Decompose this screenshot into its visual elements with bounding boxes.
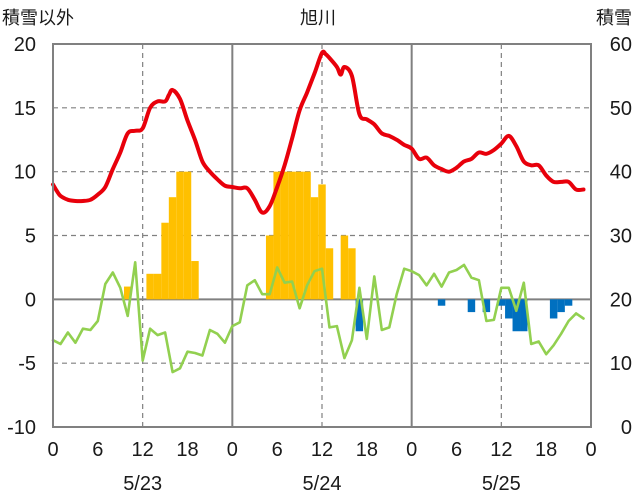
precip-bar <box>295 171 304 300</box>
date-label: 5/24 <box>303 473 342 495</box>
x-tick-label: 0 <box>227 439 238 461</box>
right-tick-label: 50 <box>610 98 632 120</box>
precip-bar <box>273 171 281 300</box>
precip-bar-negative <box>497 299 506 306</box>
right-tick-label: 30 <box>610 226 632 248</box>
left-tick-label: 15 <box>14 98 36 120</box>
temperature-line <box>51 49 586 215</box>
date-label: 5/25 <box>482 473 521 495</box>
x-tick-label: 6 <box>272 439 283 461</box>
x-tick-label: 12 <box>311 439 333 461</box>
snow-change-line <box>51 261 585 374</box>
left-tick-label: 20 <box>14 34 36 56</box>
precip-bar-negative <box>505 299 513 319</box>
plot-frame <box>52 43 592 428</box>
series-lines <box>51 49 586 374</box>
precip-bar <box>318 184 326 300</box>
precip-bar-negative <box>564 299 573 306</box>
left-tick-label: -5 <box>18 353 36 375</box>
x-tick-label: 12 <box>132 439 154 461</box>
precip-bar-negative <box>549 299 558 319</box>
precip-bar <box>310 197 319 300</box>
x-tick-label: 0 <box>47 439 58 461</box>
precip-bar <box>176 171 184 300</box>
precip-bar-negative <box>355 299 364 332</box>
left-tick-label: 5 <box>25 226 36 248</box>
left-axis-title: 積雪以外 <box>2 8 74 29</box>
precip-bar <box>303 171 311 300</box>
x-tick-label: 0 <box>406 439 417 461</box>
precip-bar <box>280 171 289 300</box>
x-tick-label: 12 <box>490 439 512 461</box>
precip-bar <box>161 222 169 300</box>
x-tick-label: 0 <box>585 439 596 461</box>
right-tick-label: 20 <box>610 289 632 311</box>
precip-bar <box>191 261 199 300</box>
precip-bar-negative <box>512 299 521 332</box>
precip-bar <box>123 286 132 300</box>
precip-bar <box>348 248 356 300</box>
left-tick-label: 0 <box>25 289 36 311</box>
precip-bar <box>183 171 192 300</box>
precip-bar-negative <box>437 299 446 306</box>
precip-bar-negative <box>557 299 565 313</box>
precipitation-bars <box>123 171 573 332</box>
x-tick-label: 18 <box>176 439 198 461</box>
x-tick-label: 18 <box>356 439 378 461</box>
x-tick-label: 6 <box>451 439 462 461</box>
right-tick-label: 60 <box>610 34 632 56</box>
precip-bar <box>325 248 334 300</box>
right-axis-title: 積雪 <box>596 8 632 29</box>
x-tick-label: 6 <box>92 439 103 461</box>
left-tick-label: -10 <box>7 417 36 439</box>
left-tick-label: 10 <box>14 162 36 184</box>
right-tick-label: 40 <box>610 162 632 184</box>
chart-title: 旭川 <box>300 8 336 29</box>
precip-bar <box>146 273 154 300</box>
plot-border <box>52 43 592 428</box>
precip-bar-negative <box>467 299 476 313</box>
date-label: 5/23 <box>123 473 162 495</box>
right-tick-label: 10 <box>610 353 632 375</box>
precip-bar <box>288 171 296 300</box>
precip-bar-negative <box>482 299 491 313</box>
precip-bar <box>168 197 177 300</box>
precip-bar <box>153 273 162 300</box>
x-tick-label: 18 <box>535 439 557 461</box>
precip-bar <box>340 235 349 300</box>
precip-bar <box>265 235 274 300</box>
right-tick-label: 0 <box>621 417 632 439</box>
precip-bar-negative <box>520 299 528 332</box>
